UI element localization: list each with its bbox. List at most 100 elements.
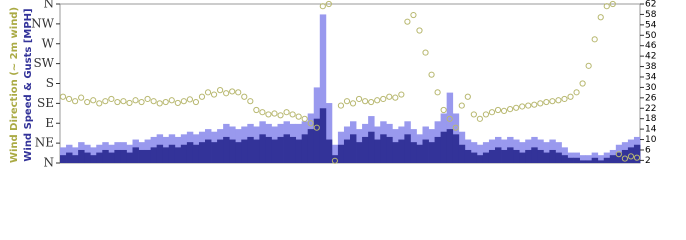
y2-tick-label: E: [45, 116, 54, 130]
direction-point: [591, 36, 598, 43]
y2-tick-label: W: [42, 36, 55, 50]
bar: [585, 155, 593, 163]
bar: [543, 152, 550, 163]
bar: [519, 142, 526, 163]
bar: [470, 142, 478, 163]
direction-point: [555, 97, 562, 104]
bar: [549, 149, 556, 163]
direction-point: [519, 103, 526, 110]
direction-point: [392, 94, 399, 101]
bar: [374, 139, 381, 163]
direction-point: [108, 95, 115, 103]
y-tick-label: 50: [645, 31, 657, 41]
direction-point: [210, 91, 218, 98]
direction-point: [150, 98, 157, 105]
direction-point: [301, 115, 308, 122]
bar: [573, 157, 580, 163]
bar: [398, 139, 405, 163]
bar: [102, 149, 109, 163]
direction-point: [217, 87, 224, 94]
bar: [114, 149, 121, 163]
y-tick-label: 54: [645, 20, 657, 30]
bar: [295, 139, 303, 163]
direction-point: [398, 91, 405, 98]
bar: [440, 131, 448, 163]
direction-point: [513, 104, 520, 111]
bar: [507, 147, 514, 163]
direction-point: [247, 98, 254, 105]
direction-point: [422, 49, 429, 56]
bar: [362, 136, 369, 163]
y2-axis-label: Wind Direction (~ 2m wind): [9, 7, 20, 163]
direction-point: [283, 109, 290, 116]
y-tick-label: 34: [645, 72, 657, 82]
bar: [615, 152, 623, 163]
direction-point: [525, 102, 532, 109]
direction-point: [567, 93, 574, 100]
direction-point: [162, 98, 169, 106]
bar: [519, 152, 526, 163]
bar: [144, 149, 152, 163]
direction-point: [259, 109, 266, 116]
direction-point: [494, 106, 502, 114]
bar: [72, 155, 79, 163]
bar: [217, 139, 224, 163]
bar: [591, 157, 599, 163]
direction-point: [549, 98, 556, 105]
bar: [156, 144, 164, 163]
bar: [609, 155, 617, 163]
direction-point: [609, 0, 616, 8]
direction-point: [90, 97, 97, 104]
direction-point: [531, 101, 538, 108]
bar: [386, 136, 393, 163]
bar: [501, 149, 508, 163]
bar: [633, 144, 641, 163]
direction-point: [96, 100, 103, 107]
bar: [120, 149, 127, 163]
bar: [186, 142, 194, 163]
direction-point: [331, 157, 338, 164]
bar: [271, 139, 278, 163]
direction-point: [102, 98, 109, 105]
direction-point: [470, 111, 477, 118]
direction-point: [78, 94, 85, 101]
direction-point: [507, 106, 514, 113]
direction-point: [229, 88, 236, 95]
bar: [253, 139, 260, 163]
y2-tick-label: NW: [31, 16, 55, 30]
bar: [416, 144, 423, 163]
y-tick-label: 6: [645, 145, 651, 155]
direction-point: [476, 115, 483, 122]
direction-point: [223, 90, 230, 97]
bar: [488, 149, 496, 163]
direction-point: [416, 27, 423, 34]
direction-point: [368, 98, 375, 106]
bar: [108, 152, 115, 163]
direction-point: [198, 93, 206, 100]
direction-point: [543, 98, 550, 106]
direction-point: [313, 124, 320, 131]
bar: [78, 149, 85, 163]
bar: [180, 144, 188, 163]
bar: [289, 136, 297, 163]
direction-point: [204, 89, 212, 96]
direction-point: [132, 97, 139, 104]
bar: [476, 144, 484, 163]
direction-point: [434, 89, 441, 96]
bar: [428, 142, 435, 163]
direction-point: [410, 11, 417, 19]
direction-point: [307, 120, 314, 127]
y2-tick-label: N: [44, 156, 55, 170]
bar: [368, 131, 375, 163]
direction-point: [126, 99, 133, 107]
y-tick-label: 18: [645, 114, 657, 124]
direction-point: [579, 80, 586, 87]
direction-point: [355, 95, 363, 103]
y-tick-label: 26: [645, 93, 657, 103]
bar: [223, 136, 230, 163]
direction-point: [295, 113, 302, 120]
bar: [66, 152, 73, 163]
direction-point: [362, 98, 369, 105]
direction-point: [253, 106, 260, 114]
bar: [543, 142, 550, 163]
